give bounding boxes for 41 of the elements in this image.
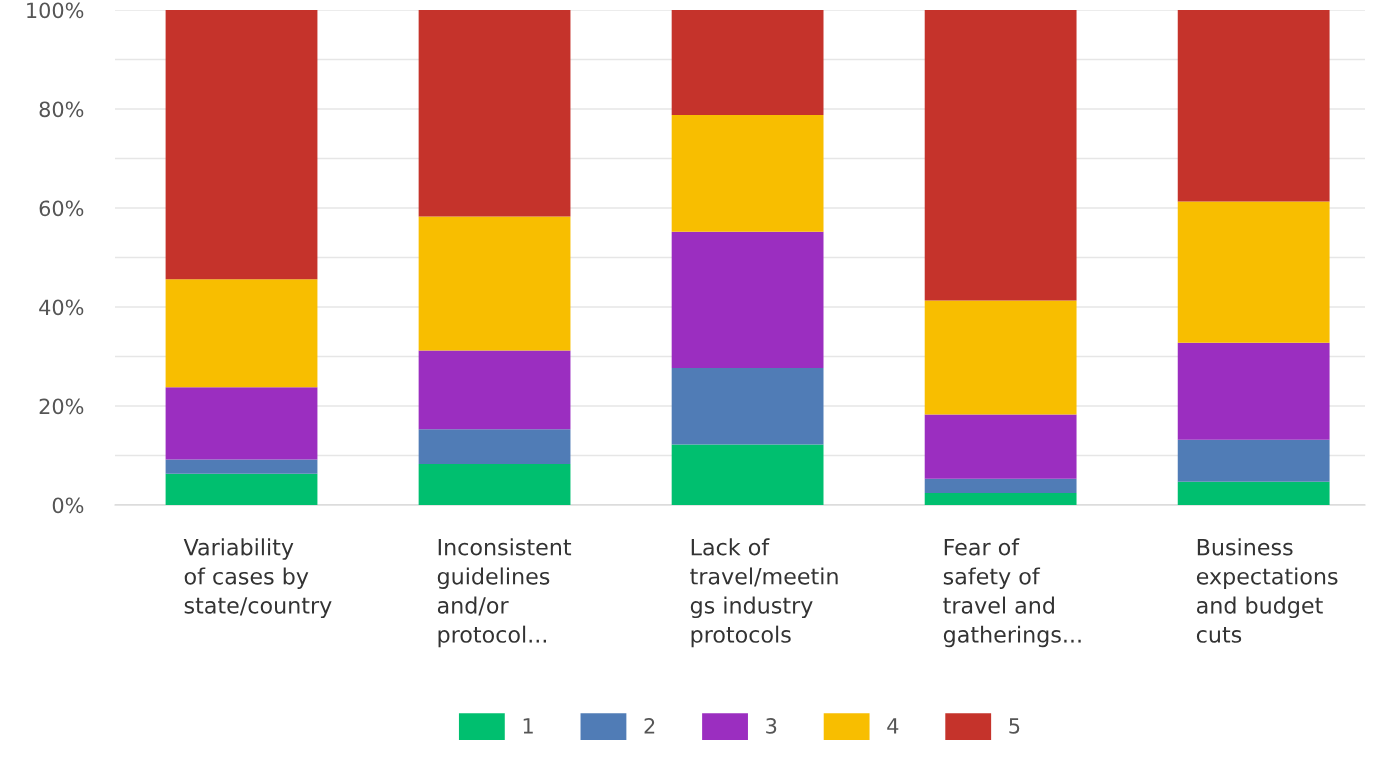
bar (165, 459, 318, 474)
bar (165, 279, 318, 388)
legend-label: 3 (766, 717, 777, 734)
bar (1177, 342, 1330, 440)
bar (165, 10, 318, 280)
bar (418, 463, 571, 505)
x-tick-label: Lack of travel/meetin gs industry protocols (690, 538, 838, 648)
x-tick-label: Business expectations and budget cuts (1196, 538, 1338, 643)
bar (418, 350, 571, 430)
bar (924, 414, 1077, 479)
legend-label: 4 (887, 718, 899, 734)
y-tick-label: 0% (52, 497, 84, 514)
bar (1177, 481, 1330, 505)
bar (418, 429, 571, 464)
bar (671, 444, 824, 505)
x-tick-label: Fear of safety of travel and gatherings... (943, 538, 1081, 648)
legend-label: 2 (644, 717, 655, 734)
y-tick-label: 20% (39, 398, 84, 415)
bar (671, 367, 824, 445)
bar (671, 114, 824, 232)
bar (1177, 201, 1330, 343)
bar (924, 493, 1077, 505)
y-tick-label: 80% (39, 101, 84, 118)
x-tick-label: Inconsistent guidelines and/or protocol... (437, 538, 572, 648)
bar (671, 10, 824, 115)
legend-label: 1 (523, 718, 533, 734)
x-tick-label: Variability of cases by state/country (183, 538, 332, 619)
bar (165, 473, 318, 505)
legend-label: 5 (1009, 718, 1020, 734)
bar (671, 231, 824, 368)
y-tick-label: 60% (39, 200, 84, 217)
bar (418, 10, 571, 217)
bar (1177, 10, 1330, 202)
bar (418, 216, 571, 351)
bar (1177, 439, 1330, 482)
y-tick-label: 100% (27, 2, 84, 19)
bar (924, 300, 1077, 415)
y-tick-label: 40% (39, 299, 84, 316)
bar (924, 10, 1077, 301)
bar (924, 478, 1077, 494)
bar (165, 387, 318, 460)
